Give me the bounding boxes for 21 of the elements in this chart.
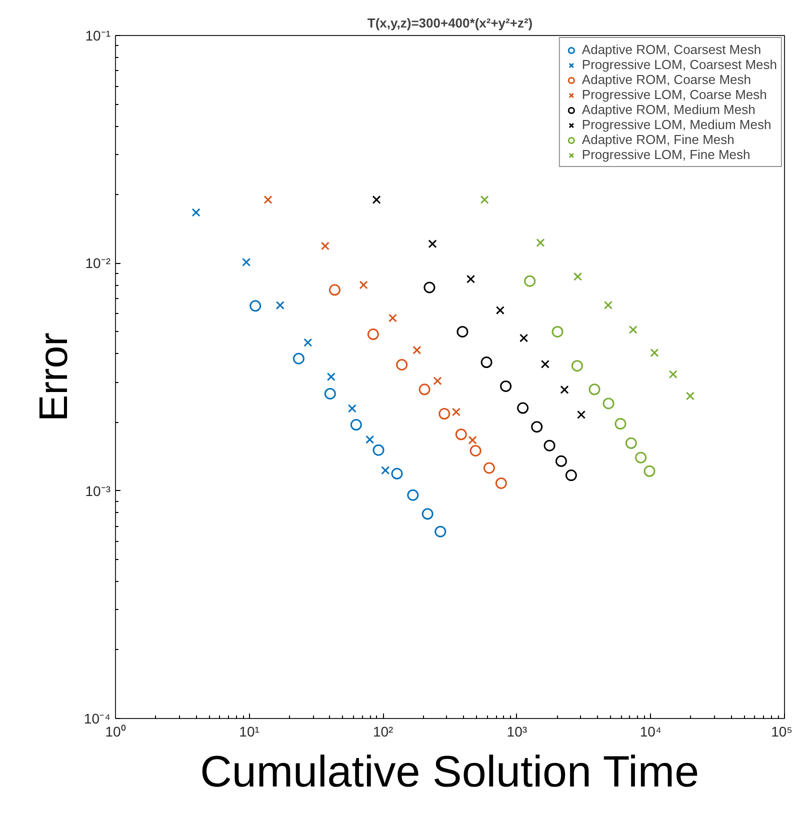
y-axis-title: Error	[32, 332, 76, 422]
legend-label: Progressive LOM, Medium Mesh	[582, 117, 772, 132]
x-tick-label: 10²	[372, 724, 394, 740]
y-tick-label: 10⁻³	[85, 482, 111, 499]
x-axis-title: Cumulative Solution Time	[200, 748, 700, 796]
legend-label: Adaptive ROM, Fine Mesh	[582, 132, 734, 147]
legend-label: Adaptive ROM, Medium Mesh	[582, 102, 756, 117]
legend-label: Progressive LOM, Coarse Mesh	[582, 87, 767, 102]
chart-title: T(x,y,z)=300+400*(x²+y²+z²)	[367, 16, 533, 30]
legend-label: Adaptive ROM, Coarse Mesh	[582, 72, 751, 87]
y-tick-label: 10⁻⁴	[84, 710, 111, 726]
x-tick-label: 10¹	[239, 724, 260, 740]
x-tick-label: 10⁵	[771, 724, 792, 740]
x-tick-label: 10⁴	[640, 724, 662, 740]
y-tick-label: 10⁻²	[85, 255, 111, 272]
y-tick-label: 10⁻¹	[85, 28, 111, 44]
legend-label: Progressive LOM, Fine Mesh	[582, 147, 750, 162]
legend-label: Progressive LOM, Coarsest Mesh	[582, 57, 777, 72]
legend-label: Adaptive ROM, Coarsest Mesh	[582, 42, 762, 57]
x-tick-label: 10³	[506, 724, 528, 740]
x-tick-label: 10⁰	[105, 724, 126, 740]
